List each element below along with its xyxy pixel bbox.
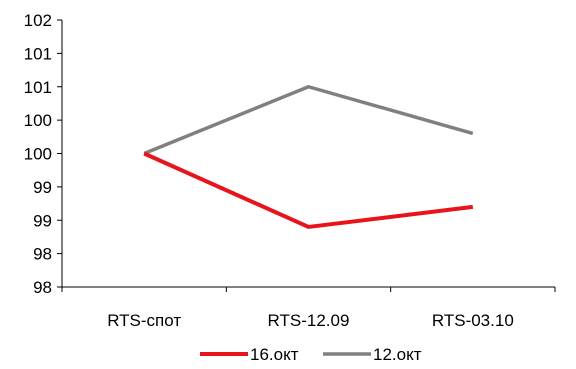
chart-series bbox=[143, 85, 474, 229]
x-tick-label: RTS-спот bbox=[107, 311, 181, 330]
x-tick-label: RTS-12.09 bbox=[268, 311, 350, 330]
y-tick-label: 100 bbox=[24, 145, 52, 164]
legend-label-2: 12.окт bbox=[373, 345, 422, 364]
y-tick-label: 98 bbox=[33, 278, 52, 297]
series-line-2 bbox=[143, 85, 474, 156]
legend-label-1: 16.окт bbox=[250, 345, 299, 364]
x-tick-label: RTS-03.10 bbox=[432, 311, 514, 330]
y-tick-label: 101 bbox=[24, 78, 52, 97]
y-tick-label: 99 bbox=[33, 178, 52, 197]
chart-legend: 16.окт 12.окт bbox=[200, 345, 422, 364]
y-tick-label: 99 bbox=[33, 211, 52, 230]
series-line-1 bbox=[143, 151, 474, 229]
y-axis-tick-labels: 102 101 101 100 100 99 99 98 98 bbox=[24, 11, 62, 297]
y-tick-label: 100 bbox=[24, 111, 52, 130]
y-tick-label: 98 bbox=[33, 245, 52, 264]
chart-axes bbox=[61, 20, 555, 288]
y-tick-label: 102 bbox=[24, 11, 52, 30]
x-axis-tick-labels: RTS-спот RTS-12.09 RTS-03.10 bbox=[61, 287, 556, 330]
y-tick-label: 101 bbox=[24, 44, 52, 63]
